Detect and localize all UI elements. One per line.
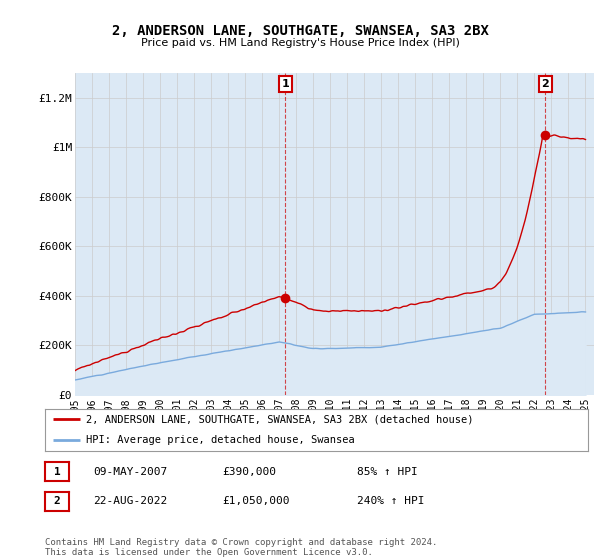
Text: Contains HM Land Registry data © Crown copyright and database right 2024.
This d: Contains HM Land Registry data © Crown c… [45, 538, 437, 557]
Text: £1,050,000: £1,050,000 [222, 496, 290, 506]
Text: 1: 1 [281, 79, 289, 89]
Text: Price paid vs. HM Land Registry's House Price Index (HPI): Price paid vs. HM Land Registry's House … [140, 38, 460, 48]
Text: 2, ANDERSON LANE, SOUTHGATE, SWANSEA, SA3 2BX: 2, ANDERSON LANE, SOUTHGATE, SWANSEA, SA… [112, 24, 488, 38]
Text: 1: 1 [53, 466, 61, 477]
Text: £390,000: £390,000 [222, 466, 276, 477]
Text: 09-MAY-2007: 09-MAY-2007 [93, 466, 167, 477]
Text: 22-AUG-2022: 22-AUG-2022 [93, 496, 167, 506]
Text: 85% ↑ HPI: 85% ↑ HPI [357, 466, 418, 477]
Text: 240% ↑ HPI: 240% ↑ HPI [357, 496, 425, 506]
Text: 2: 2 [541, 79, 549, 89]
Text: HPI: Average price, detached house, Swansea: HPI: Average price, detached house, Swan… [86, 435, 355, 445]
Text: 2: 2 [53, 496, 61, 506]
Text: 2, ANDERSON LANE, SOUTHGATE, SWANSEA, SA3 2BX (detached house): 2, ANDERSON LANE, SOUTHGATE, SWANSEA, SA… [86, 414, 473, 424]
